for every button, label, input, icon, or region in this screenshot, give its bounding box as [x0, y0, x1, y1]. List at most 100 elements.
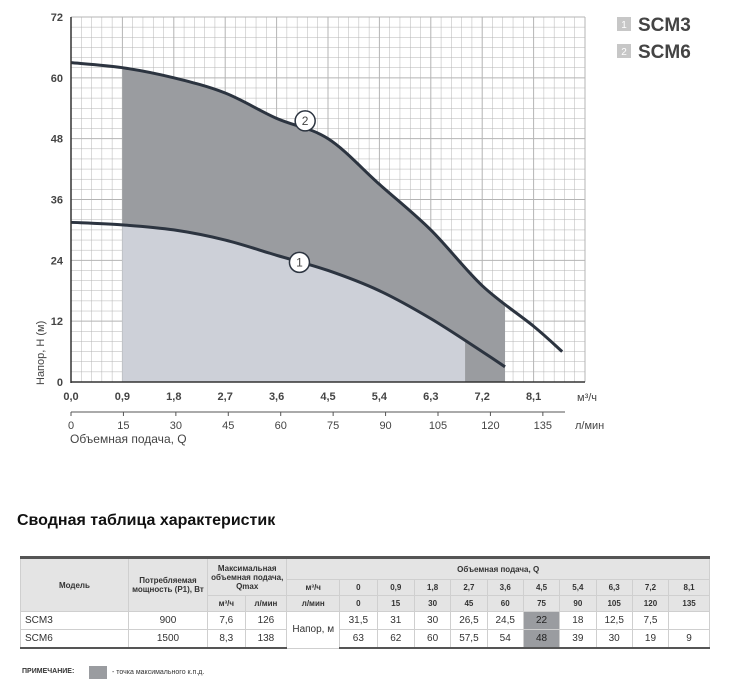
legend-label-scm3: SCM3 [638, 15, 691, 36]
unit-m3h: м³/ч [286, 579, 341, 596]
head-value-cell: 22 [522, 611, 561, 630]
table-title: Сводная таблица характеристик [17, 512, 276, 529]
qmax-lmin-cell: 126 [244, 611, 288, 630]
power-cell: 900 [127, 611, 209, 630]
x-tick-label-lmin: 105 [429, 420, 447, 432]
note-text: - точка максимального к.п.д. [112, 669, 205, 676]
spec-table: Модель Потребляемая мощность (P1), Вт Ма… [20, 556, 710, 649]
flow-lmin-cell: 105 [595, 595, 633, 612]
header-max-flow: Максимальная объемная подача, Qmax [207, 556, 288, 596]
flow-lmin-cell: 90 [559, 595, 597, 612]
flow-m3h-cell: 8,1 [668, 579, 710, 596]
legend-number: 2 [621, 47, 627, 58]
flow-m3h-cell: 4,5 [522, 579, 561, 596]
unit-lmin: л/мин [286, 595, 341, 612]
head-value-cell: 12,5 [595, 611, 633, 630]
head-value-cell: 57,5 [450, 629, 488, 649]
flow-lmin-cell: 120 [631, 595, 670, 612]
flow-lmin-cell: 60 [486, 595, 524, 612]
table-row: SCM3 900 7,6 126 Напор, м 31,5 31 30 26,5 24,5 22 1… [20, 611, 710, 649]
x-tick-label-m3h: 4,5 [320, 391, 335, 403]
y-tick-label: 60 [51, 73, 63, 85]
header-model: Модель [20, 556, 129, 612]
head-value-cell: 18 [559, 611, 597, 630]
head-value-cell: 63 [339, 629, 378, 649]
x-unit-lmin: л/мин [575, 420, 604, 432]
flow-lmin-cell: 75 [522, 595, 561, 612]
y-tick-label: 48 [51, 134, 63, 146]
head-value-cell: 30 [413, 611, 452, 630]
series-marker-label-1: 1 [296, 255, 303, 269]
x-tick-label-m3h: 6,3 [423, 391, 438, 403]
x-tick-label-m3h: 0,0 [63, 391, 78, 403]
qmax-lmin-cell: 138 [244, 629, 288, 649]
qmax-m3h-cell: 8,3 [207, 629, 246, 649]
area-scm3 [122, 224, 466, 382]
power-cell: 1500 [127, 629, 209, 649]
flow-lmin-cell: 135 [668, 595, 710, 612]
y-tick-label: 24 [51, 255, 64, 267]
head-value-cell: 39 [559, 629, 597, 649]
x-tick-label-lmin: 15 [117, 420, 129, 432]
x-tick-label-lmin: 60 [275, 420, 287, 432]
legend-swatch [617, 17, 631, 31]
series-marker-label-2: 2 [302, 114, 309, 128]
legend-swatch [617, 44, 631, 58]
legend-number: 1 [621, 20, 627, 31]
flow-m3h-cell: 0,9 [376, 579, 415, 596]
x-tick-label-m3h: 1,8 [166, 391, 181, 403]
head-value-cell [668, 611, 710, 630]
head-value-cell: 7,5 [631, 611, 670, 630]
flow-lmin-cell: 30 [413, 595, 452, 612]
y-tick-label: 12 [51, 316, 63, 328]
y-tick-label: 72 [51, 12, 63, 24]
x-tick-label-m3h: 3,6 [269, 391, 284, 403]
y-tick-label: 36 [51, 195, 63, 207]
note-label: ПРИМЕЧАНИЕ: [22, 668, 75, 675]
note-swatch [89, 666, 107, 679]
x-tick-label-m3h: 2,7 [218, 391, 233, 403]
flow-m3h-cell: 1,8 [413, 579, 452, 596]
flow-lmin-cell: 0 [339, 595, 378, 612]
table-row: SCM6 1500 8,3 138 63 62 60 57,5 54 48 39 30 19 9 [20, 629, 710, 649]
model-cell: SCM6 [20, 629, 129, 649]
qmax-m3h-cell: 7,6 [207, 611, 246, 630]
legend-label-scm6: SCM6 [638, 42, 691, 63]
head-value-cell: 24,5 [486, 611, 524, 630]
head-label-cell: Напор, м [286, 611, 341, 649]
x-tick-label-lmin: 120 [481, 420, 499, 432]
head-value-cell: 48 [522, 629, 561, 649]
header-power: Потребляемая мощность (P1), Вт [127, 556, 209, 612]
head-value-cell: 9 [668, 629, 710, 649]
x-tick-label-m3h: 7,2 [475, 391, 490, 403]
flow-m3h-cell: 2,7 [450, 579, 488, 596]
flow-m3h-cell: 6,3 [595, 579, 633, 596]
flow-lmin-cell: 15 [376, 595, 415, 612]
x-tick-label-lmin: 0 [68, 420, 74, 432]
x-tick-label-lmin: 90 [379, 420, 391, 432]
efficiency-areas [122, 67, 506, 382]
x-unit-m3h: м³/ч [577, 392, 597, 404]
flow-m3h-cell: 7,2 [631, 579, 670, 596]
qmax-unit-m3h: м³/ч [207, 595, 246, 612]
header-flow: Объемная подача, Q [286, 556, 710, 580]
head-value-cell: 19 [631, 629, 670, 649]
qmax-unit-lmin: л/мин [244, 595, 288, 612]
flow-m3h-cell: 0 [339, 579, 378, 596]
head-value-cell: 54 [486, 629, 524, 649]
head-value-cell: 30 [595, 629, 633, 649]
chart-axes [70, 17, 585, 416]
x-tick-label-lmin: 75 [327, 420, 339, 432]
series-marker-1 [288, 251, 311, 274]
flow-m3h-cell: 3,6 [486, 579, 524, 596]
head-value-cell: 31,5 [339, 611, 378, 630]
y-tick-label: 0 [57, 377, 63, 389]
flow-lmin-cell: 45 [450, 595, 488, 612]
chart-legend: 1 SCM3 2 SCM6 [617, 15, 691, 63]
flow-m3h-cell: 5,4 [559, 579, 597, 596]
x-tick-label-lmin: 30 [170, 420, 182, 432]
head-value-cell: 31 [376, 611, 415, 630]
curve-lines: 12 [70, 61, 564, 369]
